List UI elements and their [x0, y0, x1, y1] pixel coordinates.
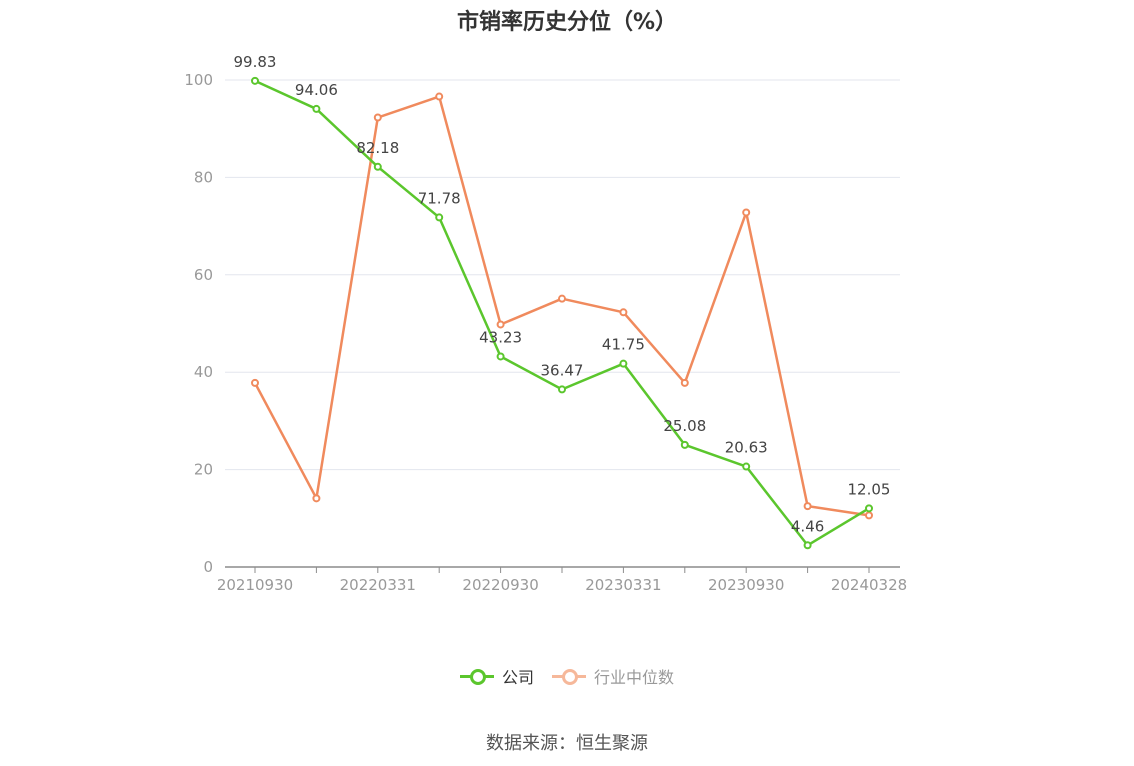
- data-label-0-20230930: 20.63: [725, 439, 768, 457]
- legend-label-industry-median: 行业中位数: [594, 668, 675, 687]
- point-1-20221230: [558, 294, 566, 303]
- data-label-0-20221230: 36.47: [541, 361, 584, 379]
- legend-swatch-company-icon: [459, 666, 494, 686]
- data-label-0-20220331: 82.18: [356, 139, 399, 157]
- legend: 公司 行业中位数: [0, 664, 1134, 688]
- data-label-0-20220630: 71.78: [418, 189, 461, 207]
- point-1-20231229: [803, 502, 812, 511]
- gridlines: [225, 79, 900, 471]
- y-tick-label-20: 20: [194, 461, 213, 479]
- axes: 0 20 40 60 80 100 20210930 20220331 20220930 2023…: [184, 71, 907, 594]
- x-tick-label-20230930: 20230930: [708, 576, 784, 594]
- legend-label-company: 公司: [501, 668, 534, 687]
- data-label-0-20230331: 41.75: [602, 336, 645, 354]
- point-0-20221230: [558, 385, 566, 394]
- legend-item-industry-median[interactable]: 行业中位数: [552, 664, 674, 688]
- x-tick-label-20220930: 20220930: [462, 576, 538, 594]
- point-1-20220930: [496, 320, 505, 329]
- x-tick-label-20230331: 20230331: [585, 576, 661, 594]
- legend-item-company[interactable]: 公司: [459, 664, 534, 688]
- point-1-20240328: [865, 511, 873, 520]
- data-label-0-20230630: 25.08: [663, 417, 706, 435]
- point-1-20211231: [312, 494, 321, 503]
- point-0-20220331: [373, 162, 382, 171]
- chart-title: 市销率历史分位（%）: [456, 10, 678, 35]
- point-1-20220630: [435, 92, 444, 101]
- point-0-20230630: [680, 440, 689, 449]
- data-source-note: 数据来源：恒生聚源: [486, 733, 648, 754]
- x-tick-label-20240328: 20240328: [831, 576, 907, 594]
- point-1-20230331: [619, 308, 628, 317]
- data-label-0-20220930: 43.23: [479, 328, 522, 346]
- point-1-20220331: [373, 113, 382, 122]
- y-tick-label-80: 80: [194, 168, 213, 186]
- data-label-0-20240328: 12.05: [848, 480, 891, 498]
- y-tick-label-100: 100: [184, 71, 213, 89]
- point-1-20230930: [742, 208, 751, 217]
- point-1-20210930: [251, 378, 259, 387]
- y-tick-label-60: 60: [194, 266, 213, 284]
- data-labels: 99.83 94.06 82.18 71.78 43.23 36.47 41.75 25.08…: [234, 53, 891, 535]
- point-0-20230331: [619, 359, 628, 368]
- point-0-20240328: [865, 504, 873, 513]
- line-chart: 0 20 40 60 80 100 20210930 20220331 20220930 2023…: [184, 53, 907, 594]
- point-0-20230930: [742, 462, 751, 471]
- series-lines: [251, 76, 873, 550]
- point-0-20211231: [312, 104, 321, 113]
- x-tick-label-20210930: 20210930: [217, 576, 293, 594]
- point-0-20231229: [803, 541, 812, 550]
- y-tick-label-0: 0: [203, 558, 213, 576]
- point-0-20220630: [435, 213, 444, 222]
- data-label-0-20211231: 94.06: [295, 81, 338, 99]
- series-line-1: [253, 95, 870, 517]
- point-0-20210930: [251, 76, 259, 85]
- data-label-0-20231229: 4.46: [791, 517, 824, 535]
- legend-swatch-industry-median-icon: [552, 666, 586, 686]
- x-tick-label-20220331: 20220331: [340, 576, 416, 594]
- data-label-0-20210930: 99.83: [234, 53, 277, 71]
- point-1-20230630: [680, 378, 689, 387]
- y-tick-label-40: 40: [194, 363, 213, 381]
- point-0-20220930: [496, 352, 505, 361]
